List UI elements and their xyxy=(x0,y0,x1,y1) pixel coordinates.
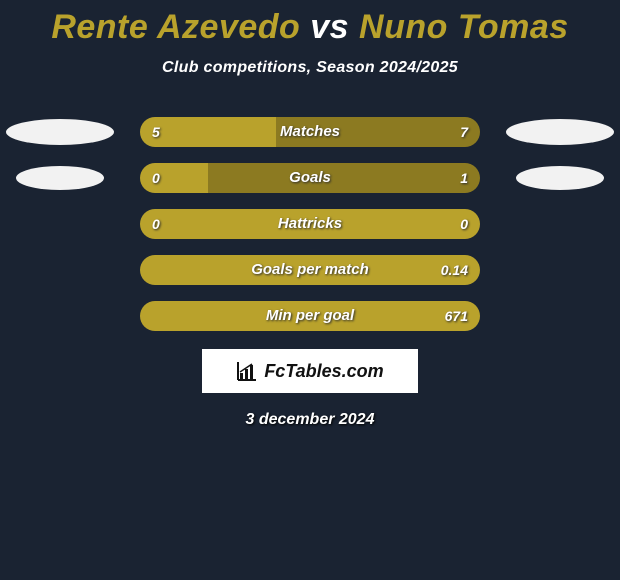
stat-value-right: 671 xyxy=(445,301,468,331)
stat-row: Hattricks0 0 xyxy=(0,209,620,239)
title-player1: Rente Azevedo xyxy=(51,8,300,46)
ellipse-right-icon xyxy=(516,166,604,190)
brand-box: FcTables.com xyxy=(202,349,418,393)
ellipse-left-icon xyxy=(6,119,114,145)
stat-label: Min per goal xyxy=(140,301,480,331)
stat-value-right: 0.14 xyxy=(441,255,468,285)
left-ellipse-slot xyxy=(0,166,120,190)
ellipse-right-icon xyxy=(506,119,614,145)
stat-label: Matches xyxy=(140,117,480,147)
right-ellipse-slot xyxy=(500,166,620,190)
stat-row: Goals0 1 xyxy=(0,163,620,193)
stat-value-left: 5 xyxy=(152,117,160,147)
infographic-container: Rente Azevedo vs Nuno Tomas Club competi… xyxy=(0,8,620,580)
stat-row: Goals per match0.14 xyxy=(0,255,620,285)
stat-rows: Matches57Goals01Hattricks00Goals per mat… xyxy=(0,117,620,331)
page-title: Rente Azevedo vs Nuno Tomas xyxy=(0,8,620,47)
right-ellipse-slot xyxy=(500,119,620,145)
stat-label: Goals per match xyxy=(140,255,480,285)
stat-bar: Min per goal671 xyxy=(140,301,480,331)
page-subtitle: Club competitions, Season 2024/2025 xyxy=(0,59,620,77)
stat-bar: Matches5 7 xyxy=(140,117,480,147)
left-ellipse-slot xyxy=(0,119,120,145)
stat-value-right: 0 xyxy=(460,209,468,239)
ellipse-left-icon xyxy=(16,166,104,190)
title-player2: Nuno Tomas xyxy=(359,8,569,46)
stat-bar: Goals0 1 xyxy=(140,163,480,193)
stat-row: Min per goal671 xyxy=(0,301,620,331)
stat-value-left: 0 xyxy=(152,209,160,239)
stat-row: Matches5 7 xyxy=(0,117,620,147)
stat-label: Hattricks xyxy=(140,209,480,239)
title-vs: vs xyxy=(300,8,359,46)
stat-value-right: 1 xyxy=(460,163,468,193)
stat-value-left: 0 xyxy=(152,163,160,193)
bar-chart-icon xyxy=(236,360,258,382)
stat-bar: Goals per match0.14 xyxy=(140,255,480,285)
stat-label: Goals xyxy=(140,163,480,193)
brand-text: FcTables.com xyxy=(264,361,383,382)
stat-bar: Hattricks0 0 xyxy=(140,209,480,239)
date-text: 3 december 2024 xyxy=(0,411,620,429)
stat-value-right: 7 xyxy=(460,117,468,147)
